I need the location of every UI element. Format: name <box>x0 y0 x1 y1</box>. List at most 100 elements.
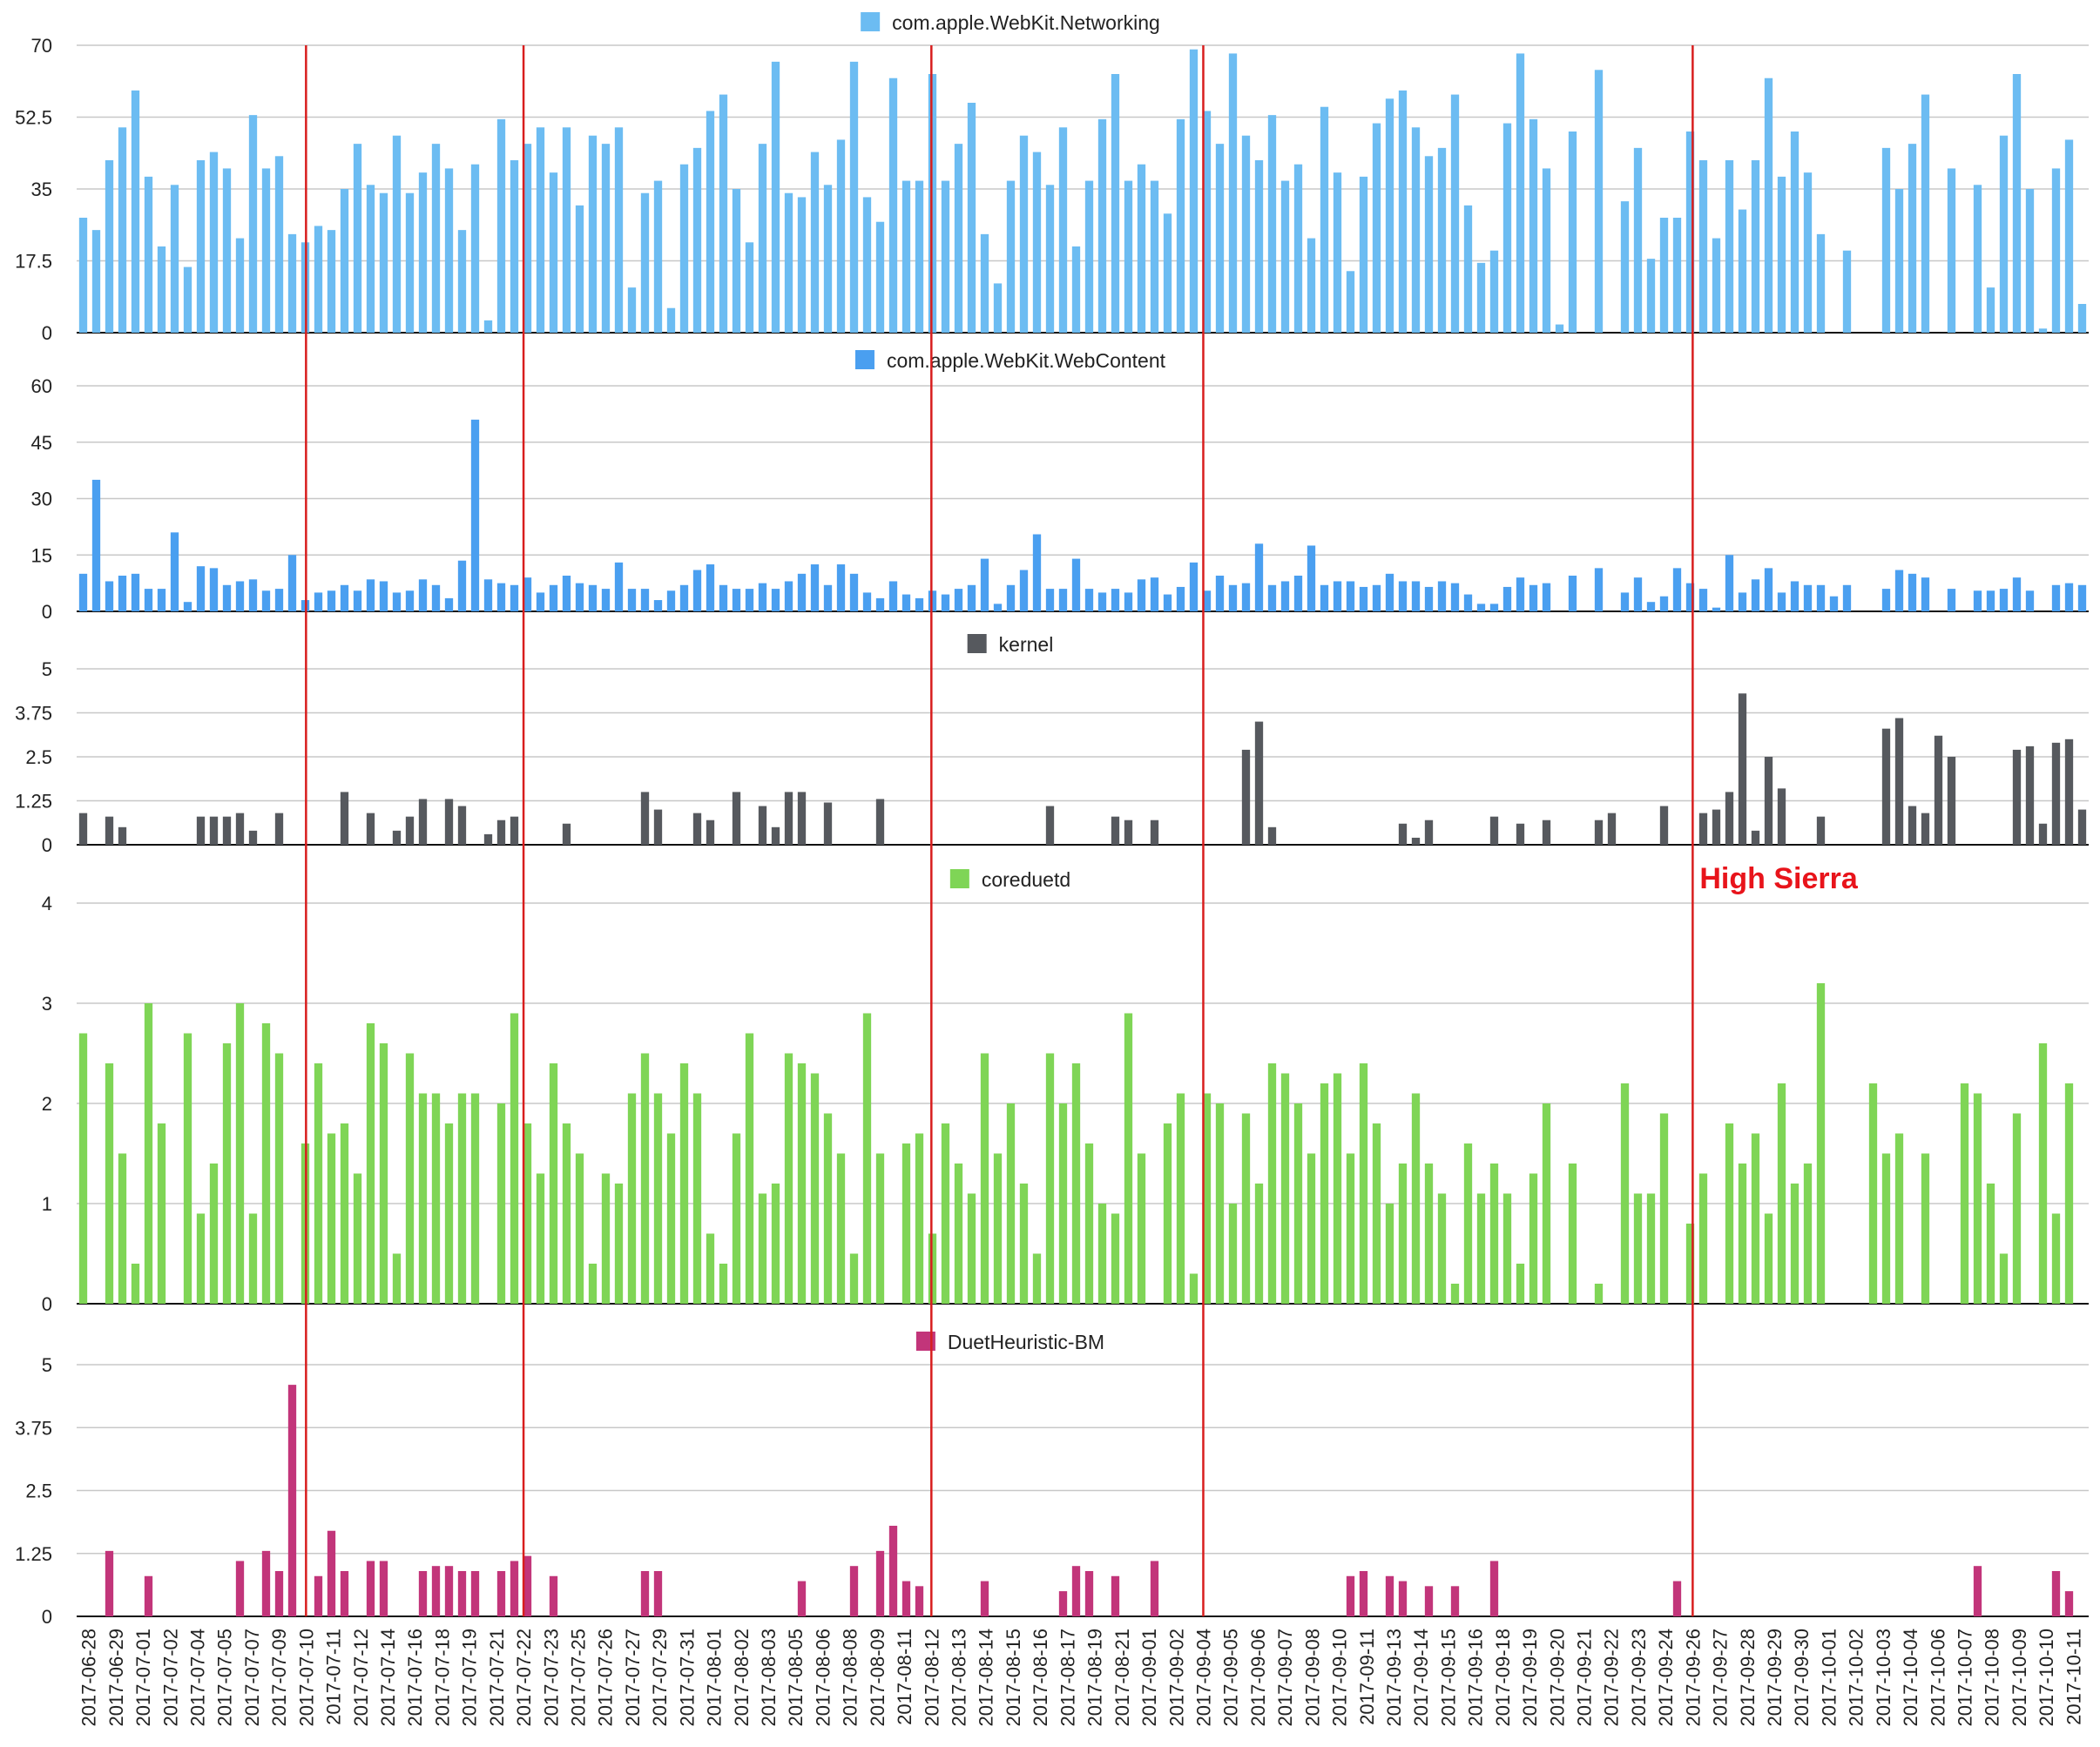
bar <box>1620 1083 1630 1304</box>
bar <box>1333 581 1342 611</box>
bar <box>1150 180 1159 333</box>
bar <box>340 189 349 333</box>
x-tick-label: 2017-09-20 <box>1546 1629 1568 1727</box>
bar <box>967 584 976 611</box>
bar <box>797 792 807 845</box>
bar <box>392 592 402 611</box>
bar <box>1777 176 1786 333</box>
x-tick-label: 2017-08-14 <box>976 1629 997 1727</box>
bar <box>1084 180 1094 333</box>
x-tick-label: 2017-09-07 <box>1274 1629 1296 1727</box>
bar <box>248 115 258 333</box>
bar <box>679 1063 689 1304</box>
legend-swatch <box>861 12 881 31</box>
bar <box>1137 579 1146 611</box>
bar <box>340 1123 349 1304</box>
bar <box>1463 594 1473 611</box>
bar <box>1633 577 1643 611</box>
legend-swatch <box>854 350 874 369</box>
event-markers <box>305 45 1694 1616</box>
bar <box>144 176 153 333</box>
x-tick-label: 2017-10-03 <box>1873 1629 1894 1727</box>
bar <box>993 604 1003 611</box>
bar <box>797 197 807 333</box>
bar <box>1176 118 1185 333</box>
bar <box>1986 287 1995 333</box>
bar <box>666 590 676 611</box>
bar <box>353 590 362 611</box>
bar <box>1124 820 1133 845</box>
bar <box>1594 1284 1604 1304</box>
bar <box>1881 1153 1891 1304</box>
bar <box>797 1063 807 1304</box>
bar <box>1502 123 1512 333</box>
bar <box>78 1033 88 1304</box>
y-tick-label: 52.5 <box>15 107 52 129</box>
bar <box>457 1093 467 1304</box>
bar <box>1202 1093 1212 1304</box>
bar <box>1411 581 1421 611</box>
bar <box>732 792 741 845</box>
bar <box>1594 70 1604 333</box>
y-tick-label: 3.75 <box>15 1417 52 1439</box>
x-tick-label: 2017-10-06 <box>1927 1629 1948 1727</box>
bar <box>1398 1581 1408 1616</box>
x-tick-label: 2017-07-01 <box>132 1629 154 1727</box>
bar <box>1529 584 1538 611</box>
bar <box>1176 1093 1185 1304</box>
bar <box>287 233 297 333</box>
bar <box>1019 570 1029 611</box>
x-tick-label: 2017-07-25 <box>568 1629 590 1727</box>
bar <box>327 1530 336 1616</box>
y-tick-label: 1 <box>42 1193 52 1215</box>
bar <box>1894 1133 1904 1304</box>
bar <box>1738 1164 1747 1304</box>
bar <box>1842 584 1852 611</box>
bar <box>888 78 898 334</box>
bar <box>1202 111 1212 334</box>
y-tick-label: 45 <box>31 432 52 454</box>
bar <box>588 135 598 333</box>
bar <box>875 1550 885 1616</box>
bar <box>575 583 584 612</box>
bar <box>2025 189 2035 333</box>
x-tick-label: 2017-07-02 <box>159 1629 181 1727</box>
bar <box>1620 592 1630 611</box>
bar <box>1542 583 1551 612</box>
bar <box>1359 1570 1368 1616</box>
x-tick-label: 2017-07-29 <box>649 1629 671 1727</box>
bar <box>1986 1184 1995 1304</box>
bar <box>1124 592 1133 611</box>
bar <box>2064 139 2074 333</box>
x-axis: 2017-06-28 2017-06-29 2017-07-01 2017-07-02… <box>78 1629 2085 1727</box>
bar <box>1071 558 1081 611</box>
bar <box>1398 90 1408 334</box>
bar <box>1529 1173 1538 1304</box>
bar <box>941 180 950 333</box>
bar <box>2077 584 2087 611</box>
bar <box>875 597 885 611</box>
y-tick-label: 2.5 <box>25 746 52 768</box>
bar <box>1894 718 1904 845</box>
bar <box>1241 749 1251 845</box>
bar <box>209 568 219 611</box>
x-tick-label: 2017-09-11 <box>1356 1629 1378 1725</box>
bar <box>144 589 153 611</box>
y-tick-label: 3 <box>42 993 52 1015</box>
bar <box>1293 575 1303 611</box>
bar <box>340 792 349 845</box>
bar <box>993 1153 1003 1304</box>
bar <box>915 1133 924 1304</box>
legend-label: kernel <box>999 633 1054 656</box>
bar <box>549 584 558 611</box>
bar <box>1006 584 1016 611</box>
bar <box>287 1385 297 1616</box>
bar <box>157 1123 166 1304</box>
bar <box>327 230 336 333</box>
bar <box>1293 1103 1303 1304</box>
bar <box>379 581 388 611</box>
bar <box>1672 568 1682 611</box>
y-tick-label: 5 <box>42 658 52 680</box>
bar <box>954 144 963 333</box>
x-tick-label: 2017-09-24 <box>1655 1629 1677 1727</box>
